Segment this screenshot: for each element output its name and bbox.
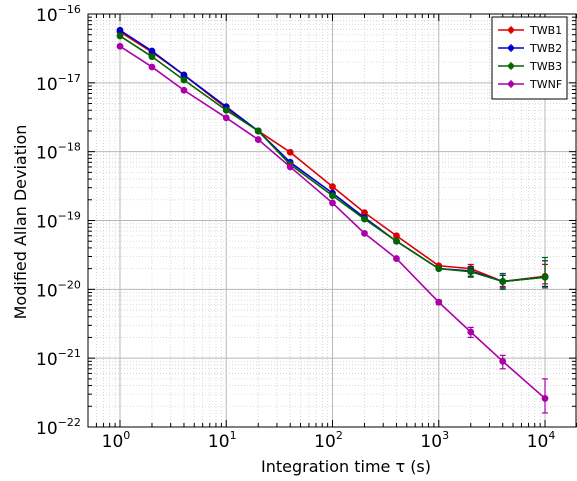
legend-label: TWB3: [529, 60, 562, 73]
x-tick-label-base: 10: [314, 432, 336, 452]
data-point: [222, 106, 230, 114]
y-tick-label-base: 10: [36, 213, 58, 233]
data-point: [499, 278, 507, 285]
data-point: [116, 42, 124, 50]
series-twb3: [116, 32, 549, 290]
x-tick-label-exponent: 2: [336, 429, 343, 442]
data-point: [541, 273, 549, 281]
y-axis-title: Modified Allan Deviation: [11, 125, 30, 320]
data-point: [329, 192, 336, 200]
data-point: [180, 76, 188, 84]
y-tick-label-base: 10: [36, 144, 58, 164]
data-point: [286, 148, 294, 156]
y-tick-label-exponent: −21: [58, 347, 81, 360]
data-point: [541, 395, 549, 402]
data-point: [116, 32, 124, 40]
x-tick-label-base: 10: [527, 432, 549, 452]
x-tick-label: 104: [527, 429, 556, 452]
x-tick-label-exponent: 0: [123, 429, 130, 442]
y-tick-label: 10−19: [36, 210, 81, 233]
data-point: [222, 114, 230, 122]
legend-entry-twnf: TWNF: [498, 78, 562, 91]
series-layer: [116, 26, 549, 414]
legend-marker: [508, 81, 514, 87]
legend-entry-twb1: TWB1: [498, 24, 562, 37]
y-tick-label-base: 10: [36, 419, 58, 439]
data-point: [499, 357, 507, 365]
data-point: [148, 53, 156, 61]
x-tick-label: 103: [420, 429, 449, 452]
data-point: [329, 183, 336, 191]
ticks: [87, 13, 577, 428]
y-tick-label-base: 10: [36, 6, 58, 26]
series-twnf: [116, 42, 549, 414]
y-tick-label-exponent: −18: [58, 141, 81, 154]
x-tick-label: 102: [314, 429, 343, 452]
y-tick-label-base: 10: [36, 281, 58, 301]
data-point: [361, 229, 368, 237]
legend-marker: [508, 27, 514, 33]
legend-label: TWB2: [529, 42, 562, 55]
x-tick-label-base: 10: [208, 432, 230, 452]
data-point: [361, 215, 368, 223]
y-tick-label-exponent: −17: [58, 72, 81, 85]
legend-marker: [508, 63, 514, 69]
legend-entry-twb3: TWB3: [498, 60, 562, 73]
data-point: [329, 199, 336, 207]
data-point: [435, 265, 443, 273]
data-point: [254, 136, 262, 143]
x-tick-label-base: 10: [420, 432, 442, 452]
y-tick-label-base: 10: [36, 75, 58, 95]
x-tick-label-exponent: 3: [442, 429, 449, 442]
data-point: [435, 298, 443, 306]
y-tick-label-exponent: −20: [58, 278, 81, 291]
y-tick-label-exponent: −19: [58, 210, 81, 223]
y-tick-label-exponent: −22: [58, 416, 81, 429]
x-axis-title: Integration time τ (s): [261, 457, 431, 476]
y-tick-label: 10−21: [36, 347, 81, 370]
legend-entry-twb2: TWB2: [498, 42, 562, 55]
x-tick-labels: 100 101 102 103 104: [102, 429, 556, 452]
legend: TWB1 TWB2 TWB3 TWNF: [491, 16, 568, 100]
data-point: [467, 328, 475, 336]
x-tick-label: 101: [208, 429, 237, 452]
data-point: [148, 63, 156, 71]
y-tick-label: 10−20: [36, 278, 81, 301]
data-point: [393, 237, 400, 245]
legend-marker: [508, 45, 514, 51]
data-point: [286, 163, 294, 171]
y-tick-label-exponent: −16: [58, 3, 81, 16]
legend-label: TWNF: [529, 78, 562, 91]
y-tick-label: 10−18: [36, 141, 81, 164]
data-point: [148, 47, 156, 55]
x-tick-label-exponent: 4: [548, 429, 555, 442]
data-point: [180, 86, 188, 94]
x-tick-label: 100: [102, 429, 131, 452]
data-point: [116, 26, 124, 34]
y-tick-label-base: 10: [36, 350, 58, 370]
y-tick-label: 10−22: [36, 416, 81, 439]
y-tick-label: 10−16: [36, 3, 81, 26]
data-point: [254, 127, 262, 135]
data-point: [393, 255, 400, 262]
data-point: [467, 268, 475, 276]
legend-label: TWB1: [529, 24, 562, 37]
x-tick-label-exponent: 1: [230, 429, 237, 442]
x-tick-label-base: 10: [102, 432, 124, 452]
y-tick-label: 10−17: [36, 72, 81, 95]
